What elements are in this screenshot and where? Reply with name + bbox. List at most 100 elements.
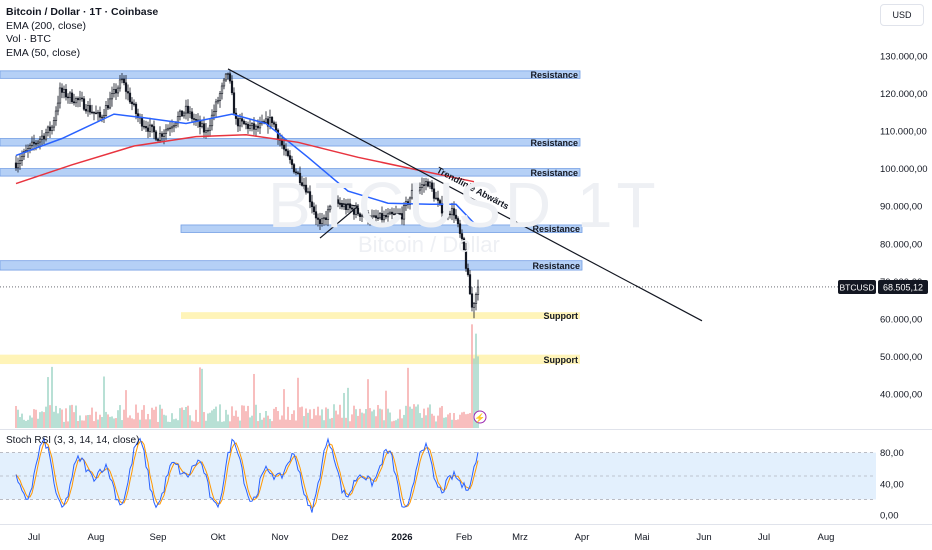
volume-bar <box>91 407 93 428</box>
volume-bar <box>389 412 391 428</box>
volume-bar <box>17 409 19 428</box>
volume-bar <box>29 415 31 428</box>
volume-bar <box>475 333 477 428</box>
volume-bar <box>407 367 409 428</box>
candle-body <box>340 204 344 208</box>
candle-body <box>346 203 350 210</box>
volume-bar <box>313 408 315 428</box>
candle-body <box>180 110 184 117</box>
legend-ema200[interactable]: EMA (200, close) <box>6 19 86 32</box>
candle-body <box>240 118 244 122</box>
volume-bar <box>47 377 49 428</box>
resistance-label: Resistance <box>530 138 578 148</box>
ema-layer <box>15 113 475 224</box>
volume-bar <box>79 415 81 428</box>
candle-body <box>42 135 46 140</box>
volume-bar <box>439 407 441 428</box>
volume-bar <box>15 405 17 428</box>
volume-bar <box>27 419 29 428</box>
candle-body <box>30 141 34 146</box>
volume-bar <box>385 390 387 428</box>
candle-body <box>56 102 60 112</box>
candle-body <box>334 199 338 201</box>
stoch-tick-label: 40,00 <box>880 479 904 490</box>
candle-body <box>436 197 440 201</box>
volume-bar <box>207 413 209 428</box>
candle-body <box>444 207 448 212</box>
volume-bar <box>343 392 345 428</box>
candle-body <box>312 206 316 213</box>
candle-body <box>88 105 92 113</box>
volume-bar <box>263 417 265 428</box>
stoch-legend[interactable]: Stoch RSI (3, 3, 14, 14, close) <box>6 435 140 446</box>
candle-body <box>314 211 318 219</box>
candle-body <box>90 111 94 114</box>
volume-bar <box>381 409 383 428</box>
currency-button[interactable]: USD <box>880 4 924 26</box>
volume-bar <box>265 410 267 428</box>
volume-bar <box>351 414 353 428</box>
volume-bar <box>469 413 471 428</box>
price-tick-label: 60.000,00 <box>880 314 922 325</box>
volume-bar <box>405 405 407 428</box>
volume-bar <box>173 419 175 428</box>
candle-body <box>344 204 348 210</box>
candle-body <box>408 197 412 205</box>
trendline <box>227 68 703 322</box>
volume-bar <box>157 421 159 428</box>
candle-body <box>86 105 90 112</box>
volume-bar <box>183 409 185 428</box>
candle-body <box>364 212 368 217</box>
volume-bar <box>467 413 469 428</box>
price-tick-label: 80.000,00 <box>880 239 922 250</box>
candle-body <box>182 112 186 117</box>
volume-bar <box>249 417 251 428</box>
candle-body <box>122 78 126 84</box>
volume-bar <box>247 405 249 428</box>
volume-bar <box>297 377 299 428</box>
candle-body <box>150 124 154 127</box>
volume-bar <box>427 407 429 428</box>
candle-body <box>426 181 430 187</box>
volume-bar <box>463 411 465 428</box>
price-tick-label: 110.000,00 <box>880 126 927 137</box>
legend-ema50[interactable]: EMA (50, close) <box>6 46 81 59</box>
candle-body <box>114 89 118 94</box>
candle-body <box>304 184 308 193</box>
candle-body <box>22 151 26 157</box>
candle-body <box>310 201 314 208</box>
candle-body <box>294 171 298 174</box>
candle-body <box>290 159 294 165</box>
volume-bar <box>471 324 473 428</box>
candle-body <box>108 98 112 109</box>
volume-bar <box>403 414 405 428</box>
ema50-line <box>15 113 475 224</box>
candle-body <box>258 122 262 129</box>
volume-bar <box>341 417 343 428</box>
candle-body <box>438 200 442 204</box>
volume-bar <box>49 405 51 428</box>
volume-bar <box>229 421 231 428</box>
candle-body <box>222 79 226 87</box>
legend-title[interactable]: Bitcoin / Dollar · 1T · Coinbase <box>6 6 159 18</box>
legend-volume[interactable]: Vol · BTC <box>6 33 51 45</box>
volume-bar <box>75 405 77 428</box>
volume-bar <box>293 410 295 428</box>
candle-body <box>144 126 148 129</box>
volume-bar <box>461 412 463 428</box>
volume-bar <box>425 415 427 428</box>
volume-bar <box>179 408 181 428</box>
volume-bar <box>337 414 339 428</box>
candle-body <box>224 73 228 81</box>
volume-bar <box>257 421 259 428</box>
candle-body <box>356 207 360 215</box>
volume-bar <box>99 414 101 428</box>
candle-body <box>398 213 402 215</box>
candle-body <box>128 92 132 103</box>
volume-bar <box>363 413 365 428</box>
candle-body <box>80 97 84 100</box>
candle-body <box>46 126 50 134</box>
volume-bar <box>155 406 157 428</box>
candle-body <box>146 127 150 132</box>
